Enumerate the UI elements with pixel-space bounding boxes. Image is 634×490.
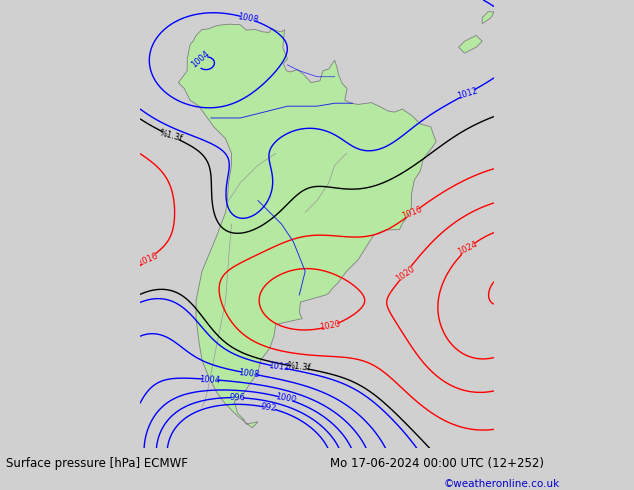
- Text: 996: 996: [229, 393, 245, 402]
- Text: 1024: 1024: [456, 240, 479, 257]
- Text: Mo 17-06-2024 00:00 UTC (12+252): Mo 17-06-2024 00:00 UTC (12+252): [330, 457, 544, 469]
- Text: 1008: 1008: [236, 12, 259, 24]
- Text: 1016: 1016: [137, 251, 160, 268]
- Text: 1020: 1020: [394, 264, 417, 283]
- Text: 1000: 1000: [275, 392, 297, 405]
- Text: 1016: 1016: [401, 205, 424, 221]
- Text: 1012: 1012: [268, 361, 290, 373]
- Text: 1008: 1008: [238, 368, 260, 379]
- Text: %1.3f: %1.3f: [286, 362, 311, 373]
- Text: 1012: 1012: [456, 86, 479, 101]
- Polygon shape: [482, 12, 494, 24]
- Text: 1004: 1004: [190, 49, 211, 70]
- Polygon shape: [458, 35, 482, 53]
- Polygon shape: [178, 24, 436, 428]
- Text: ©weatheronline.co.uk: ©weatheronline.co.uk: [444, 479, 560, 489]
- Text: 1020: 1020: [319, 319, 341, 332]
- Text: %1.3f: %1.3f: [158, 128, 184, 143]
- Text: 1004: 1004: [199, 374, 221, 384]
- Text: 992: 992: [261, 402, 278, 414]
- Text: Surface pressure [hPa] ECMWF: Surface pressure [hPa] ECMWF: [6, 457, 188, 469]
